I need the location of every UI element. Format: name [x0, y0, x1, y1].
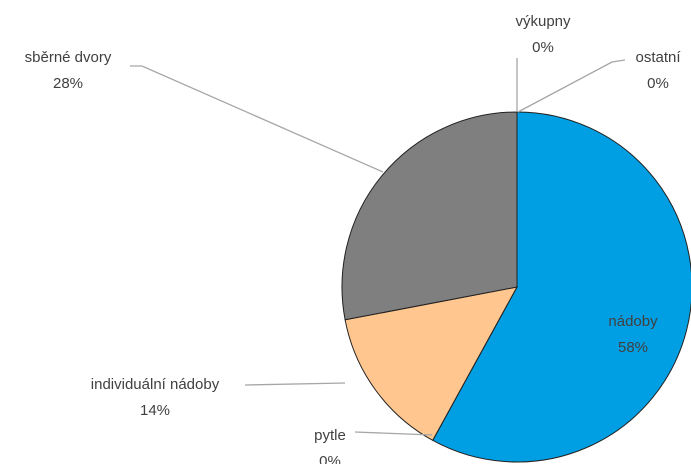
- leader-line: [244, 382, 346, 386]
- slice-label: výkupny: [515, 13, 571, 30]
- slice-label: pytle: [314, 427, 346, 444]
- slice-label: sběrné dvory: [25, 49, 112, 66]
- slice-label: individuální nádoby: [91, 376, 220, 393]
- leader-line: [130, 65, 384, 173]
- slice-label: ostatní: [635, 49, 681, 66]
- slice-value-label: 0%: [647, 75, 669, 92]
- slice-value-label: 0%: [532, 39, 554, 56]
- slice-value-label: 0%: [319, 453, 341, 464]
- pie-slice: [432, 111, 691, 463]
- leader-line: [517, 59, 626, 113]
- leader-line: [354, 431, 433, 436]
- slice-value-label: 28%: [53, 75, 83, 92]
- slice-value-label: 58%: [618, 339, 648, 356]
- pie-slice: [341, 111, 518, 321]
- slice-value-label: 14%: [140, 402, 170, 419]
- slice-label: nádoby: [608, 313, 658, 330]
